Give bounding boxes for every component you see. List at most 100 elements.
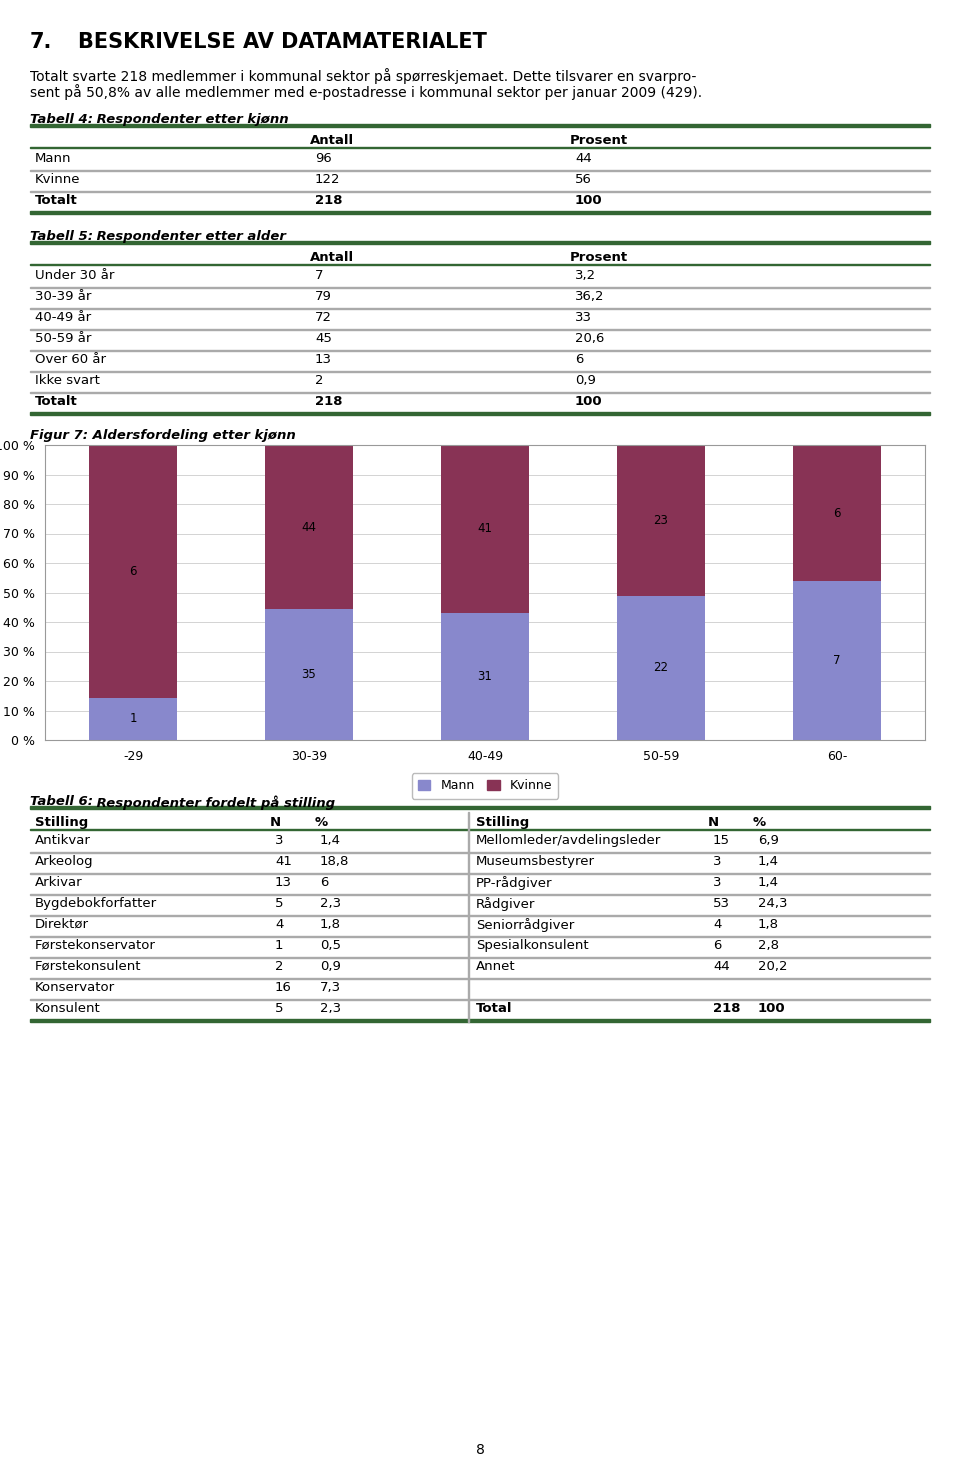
Text: 2,3: 2,3	[320, 1002, 341, 1016]
Text: 24,3: 24,3	[758, 898, 787, 911]
Text: 13: 13	[315, 353, 332, 366]
Text: Tabell 6:: Tabell 6:	[30, 796, 93, 809]
Text: N: N	[708, 816, 719, 829]
Text: 3: 3	[713, 855, 722, 868]
Text: 6: 6	[320, 876, 328, 889]
Bar	[441, 444, 529, 613]
Text: Konservator: Konservator	[35, 981, 115, 994]
Text: 6: 6	[833, 507, 841, 520]
Bar	[30, 240, 930, 243]
Text: 3: 3	[275, 833, 283, 847]
Text: sent på 50,8% av alle medlemmer med e-postadresse i kommunal sektor per januar 2: sent på 50,8% av alle medlemmer med e-po…	[30, 85, 702, 101]
Text: 8: 8	[475, 1442, 485, 1457]
Text: 1,8: 1,8	[320, 918, 341, 931]
Text: 100: 100	[575, 194, 603, 207]
Text: Aldersfordeling etter kjønn: Aldersfordeling etter kjønn	[88, 428, 296, 441]
Text: 1: 1	[275, 938, 283, 951]
Text: 56: 56	[575, 173, 592, 186]
Text: 40-49 år: 40-49 år	[35, 310, 91, 323]
Text: 5: 5	[275, 898, 283, 911]
Text: Førstekonsulent: Førstekonsulent	[35, 960, 141, 973]
Text: Konsulent: Konsulent	[35, 1002, 101, 1016]
Bar	[441, 613, 529, 740]
Bar	[617, 444, 705, 596]
Text: 45: 45	[315, 332, 332, 345]
Text: Totalt: Totalt	[35, 395, 78, 408]
Text: 2,8: 2,8	[758, 938, 779, 951]
Text: 7: 7	[315, 270, 324, 283]
Text: Mann: Mann	[35, 152, 71, 165]
Text: Antall: Antall	[310, 251, 354, 264]
Text: 30-39 år: 30-39 år	[35, 290, 91, 303]
Text: 15: 15	[713, 833, 730, 847]
Text: 16: 16	[275, 981, 292, 994]
Text: Figur 7:: Figur 7:	[30, 428, 88, 441]
Text: Arkivar: Arkivar	[35, 876, 83, 889]
Text: Rådgiver: Rådgiver	[476, 898, 536, 911]
Text: Annet: Annet	[476, 960, 516, 973]
Text: 31: 31	[477, 670, 492, 683]
Text: 3: 3	[713, 876, 722, 889]
Text: 3,2: 3,2	[575, 270, 596, 283]
Text: 1,4: 1,4	[320, 833, 341, 847]
Text: 218: 218	[315, 395, 343, 408]
Text: Respondenter etter kjønn: Respondenter etter kjønn	[92, 114, 289, 125]
Bar	[468, 812, 469, 1021]
Text: BESKRIVELSE AV DATAMATERIALET: BESKRIVELSE AV DATAMATERIALET	[78, 32, 487, 52]
Text: 44: 44	[575, 152, 591, 165]
Text: Arkeolog: Arkeolog	[35, 855, 94, 868]
Text: 100: 100	[758, 1002, 785, 1016]
Text: %: %	[315, 816, 328, 829]
Text: %: %	[753, 816, 766, 829]
Text: Seniorrådgiver: Seniorrådgiver	[476, 918, 574, 932]
Text: 218: 218	[315, 194, 343, 207]
Bar	[30, 412, 930, 415]
Bar	[265, 609, 353, 740]
Text: Total: Total	[476, 1002, 513, 1016]
Text: Ikke svart: Ikke svart	[35, 374, 100, 388]
Text: 0,9: 0,9	[320, 960, 341, 973]
Text: 33: 33	[575, 310, 592, 323]
Text: 23: 23	[654, 514, 668, 527]
Text: 18,8: 18,8	[320, 855, 349, 868]
Text: Kvinne: Kvinne	[35, 173, 81, 186]
Text: PP-rådgiver: PP-rådgiver	[476, 876, 553, 890]
Text: 22: 22	[654, 661, 668, 675]
Text: 1,4: 1,4	[758, 855, 779, 868]
Text: Stilling: Stilling	[35, 816, 88, 829]
Text: Respondenter etter alder: Respondenter etter alder	[92, 230, 286, 243]
Bar	[89, 698, 177, 740]
Text: 41: 41	[275, 855, 292, 868]
Text: Totalt svarte 218 medlemmer i kommunal sektor på spørreskjemaet. Dette tilsvarer: Totalt svarte 218 medlemmer i kommunal s…	[30, 68, 696, 85]
Text: 1,4: 1,4	[758, 876, 779, 889]
Text: 36,2: 36,2	[575, 290, 605, 303]
Text: 6: 6	[130, 565, 136, 578]
Bar	[793, 444, 881, 581]
Text: 50-59 år: 50-59 år	[35, 332, 91, 345]
Text: Tabell 4:: Tabell 4:	[30, 114, 93, 125]
Bar	[793, 581, 881, 740]
Text: Antikvar: Antikvar	[35, 833, 91, 847]
Bar	[30, 124, 930, 127]
Text: 96: 96	[315, 152, 332, 165]
Legend: Mann, Kvinne: Mann, Kvinne	[412, 774, 559, 798]
Text: 2: 2	[315, 374, 324, 388]
Text: 7.: 7.	[30, 32, 53, 52]
Text: 0,9: 0,9	[575, 374, 596, 388]
Text: Antall: Antall	[310, 134, 354, 147]
Text: 1,8: 1,8	[758, 918, 779, 931]
Text: 2,3: 2,3	[320, 898, 341, 911]
Text: 53: 53	[713, 898, 730, 911]
Text: Direktør: Direktør	[35, 918, 89, 931]
Text: Tabell 5:: Tabell 5:	[30, 230, 93, 243]
Text: Bygdebokforfatter: Bygdebokforfatter	[35, 898, 157, 911]
Bar	[30, 806, 930, 809]
Text: Museumsbestyrer: Museumsbestyrer	[476, 855, 595, 868]
Text: Mellomleder/avdelingsleder: Mellomleder/avdelingsleder	[476, 833, 661, 847]
Bar	[30, 1018, 930, 1021]
Text: Under 30 år: Under 30 år	[35, 270, 114, 283]
Text: 2: 2	[275, 960, 283, 973]
Text: Prosent: Prosent	[570, 134, 628, 147]
Bar	[30, 211, 930, 214]
Text: Over 60 år: Over 60 år	[35, 353, 106, 366]
